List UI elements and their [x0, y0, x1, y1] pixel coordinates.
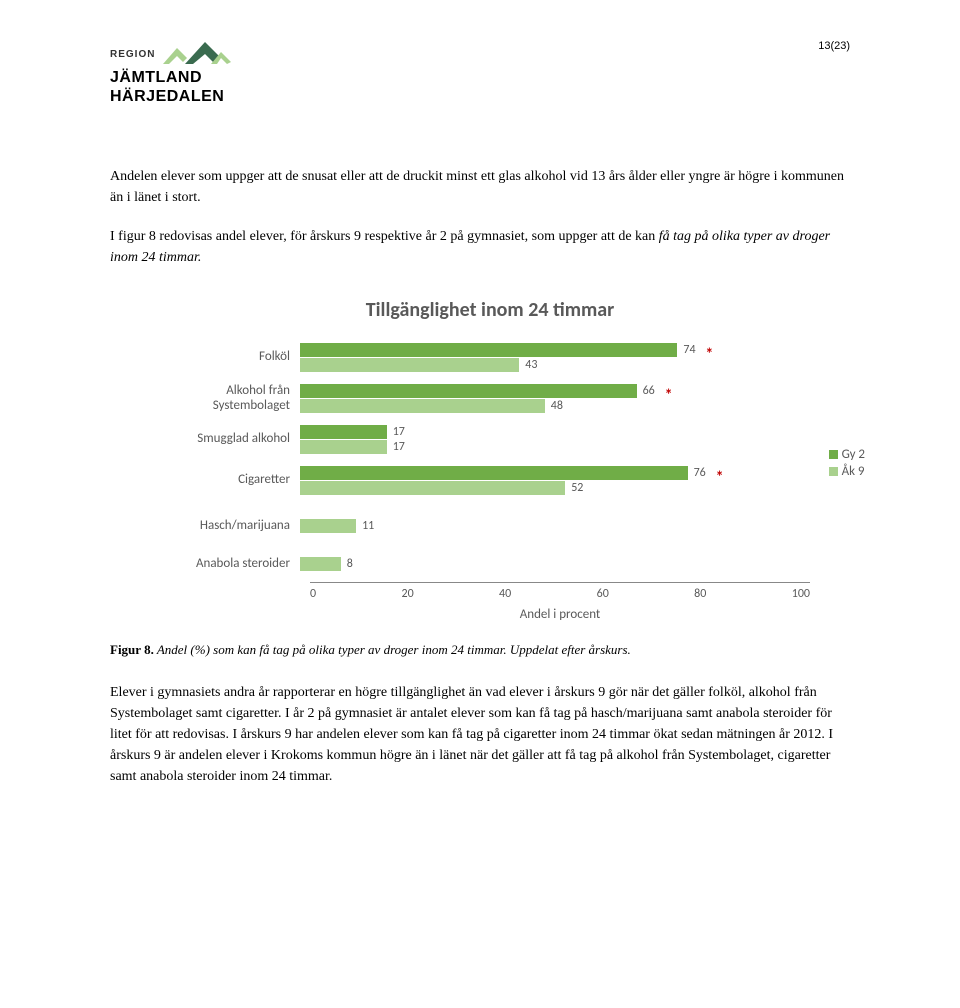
- legend-swatch-ak9: [829, 467, 838, 476]
- bar-value-gy2: 76: [694, 466, 706, 480]
- chart-row: Anabola steroider 8: [170, 556, 810, 572]
- logo: REGION JÄMTLAND HÄRJEDALEN: [110, 40, 231, 106]
- bar-value-ak9: 8: [347, 557, 353, 571]
- chart-container: Tillgänglighet inom 24 timmar Folköl74*4…: [170, 298, 810, 622]
- chart-row: Cigaretter76*52: [170, 465, 810, 496]
- chart-row: Folköl74*43: [170, 342, 810, 373]
- category-label: Hasch/marijuana: [170, 518, 300, 534]
- category-label: Alkohol från Systembolaget: [170, 383, 300, 414]
- bar-gy2: [300, 466, 688, 480]
- caption-rest: Andel (%) som kan få tag på olika typer …: [154, 642, 631, 657]
- page-number: 13(23): [818, 40, 850, 52]
- bar-value-ak9: 48: [551, 399, 563, 413]
- bar-value-ak9: 17: [393, 440, 405, 454]
- bar-ak9: [300, 440, 387, 454]
- bar-ak9: [300, 557, 341, 571]
- bar-gy2: [300, 343, 677, 357]
- tick-label: 100: [792, 587, 810, 601]
- category-label: Folköl: [170, 349, 300, 365]
- legend-item-ak9: Åk 9: [829, 464, 865, 479]
- logo-name-1: JÄMTLAND: [110, 70, 202, 87]
- category-label: Smugglad alkohol: [170, 431, 300, 447]
- page-header: REGION JÄMTLAND HÄRJEDALEN 13(23): [110, 40, 850, 106]
- axis-ticks: 0 20 40 60 80 100: [310, 587, 810, 601]
- category-label: Cigaretter: [170, 472, 300, 488]
- bar-ak9: [300, 358, 519, 372]
- mountain-icon: [161, 40, 231, 68]
- bar-value-gy2: 74: [683, 343, 695, 357]
- paragraph-1: Andelen elever som uppger att de snusat …: [110, 166, 850, 208]
- legend-label-ak9: Åk 9: [842, 464, 865, 479]
- bars-column: 74*43: [300, 342, 810, 373]
- para2-part-a: I figur 8 redovisas andel elever, för år…: [110, 229, 659, 244]
- bar-gy2: [300, 425, 387, 439]
- chart-row: Hasch/marijuana 11: [170, 518, 810, 534]
- plot-area: Folköl74*43Alkohol från Systembolaget66*…: [170, 342, 810, 572]
- axis-title: Andel i procent: [310, 607, 810, 622]
- chart-legend: Gy 2 Åk 9: [829, 447, 865, 481]
- logo-region-text: REGION: [110, 49, 155, 60]
- bar-ak9: [300, 481, 565, 495]
- bar-value-ak9: 11: [362, 519, 374, 533]
- bars-column: 76*52: [300, 465, 810, 496]
- chart-row: Alkohol från Systembolaget66*48: [170, 383, 810, 414]
- tick-label: 20: [401, 587, 413, 601]
- x-axis: 0 20 40 60 80 100 Andel i procent: [310, 582, 810, 622]
- caption-strong: Figur 8.: [110, 642, 154, 657]
- bar-ak9: [300, 519, 356, 533]
- bar-value-gy2: 17: [393, 425, 405, 439]
- bars-column: 66*48: [300, 383, 810, 414]
- legend-item-gy2: Gy 2: [829, 447, 865, 462]
- legend-label-gy2: Gy 2: [842, 447, 865, 462]
- chart-title: Tillgänglighet inom 24 timmar: [170, 298, 810, 322]
- figure-caption: Figur 8. Andel (%) som kan få tag på oli…: [110, 642, 850, 658]
- axis-line: [310, 582, 810, 583]
- bars-column: 8: [300, 556, 810, 572]
- bar-value-gy2: 66: [643, 384, 655, 398]
- logo-name-2: HÄRJEDALEN: [110, 89, 224, 106]
- paragraph-2: I figur 8 redovisas andel elever, för år…: [110, 226, 850, 268]
- tick-label: 40: [499, 587, 511, 601]
- category-label: Anabola steroider: [170, 556, 300, 572]
- bar-gy2: [300, 384, 637, 398]
- bars-column: 11: [300, 518, 810, 534]
- paragraph-3: Elever i gymnasiets andra år rapporterar…: [110, 682, 850, 787]
- bars-column: 1717: [300, 424, 810, 455]
- bar-ak9: [300, 399, 545, 413]
- chart-row: Smugglad alkohol1717: [170, 424, 810, 455]
- bar-value-ak9: 43: [525, 358, 537, 372]
- bar-value-ak9: 52: [571, 481, 583, 495]
- tick-label: 80: [694, 587, 706, 601]
- tick-label: 60: [597, 587, 609, 601]
- tick-label: 0: [310, 587, 316, 601]
- bars-container: Folköl74*43Alkohol från Systembolaget66*…: [170, 342, 810, 572]
- legend-swatch-gy2: [829, 450, 838, 459]
